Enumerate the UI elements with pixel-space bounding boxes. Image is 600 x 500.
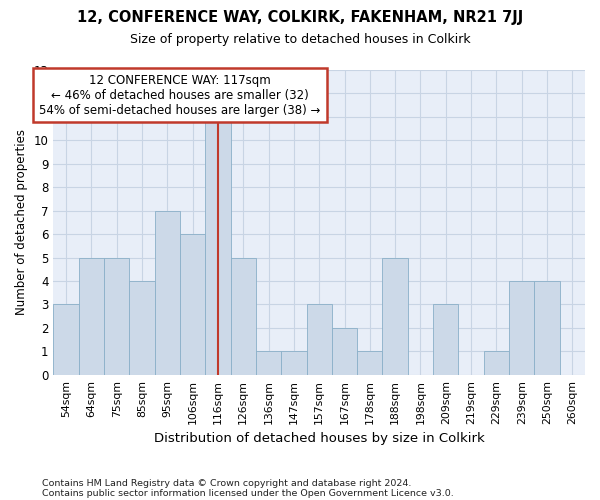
Bar [382,258,408,375]
Text: Contains HM Land Registry data © Crown copyright and database right 2024.: Contains HM Land Registry data © Crown c… [42,478,412,488]
Bar [104,258,130,375]
Bar [79,258,104,375]
Y-axis label: Number of detached properties: Number of detached properties [15,130,28,316]
Bar [205,117,230,375]
Text: 12 CONFERENCE WAY: 117sqm
← 46% of detached houses are smaller (32)
54% of semi-: 12 CONFERENCE WAY: 117sqm ← 46% of detac… [39,74,320,116]
Bar [53,304,79,375]
Bar [484,352,509,375]
X-axis label: Distribution of detached houses by size in Colkirk: Distribution of detached houses by size … [154,432,485,445]
Bar [281,352,307,375]
Bar [230,258,256,375]
Bar [180,234,205,375]
Bar [357,352,382,375]
Bar [535,281,560,375]
Text: Contains public sector information licensed under the Open Government Licence v3: Contains public sector information licen… [42,488,454,498]
Bar [155,210,180,375]
Bar [256,352,281,375]
Bar [509,281,535,375]
Bar [332,328,357,375]
Bar [307,304,332,375]
Text: Size of property relative to detached houses in Colkirk: Size of property relative to detached ho… [130,32,470,46]
Bar [433,304,458,375]
Text: 12, CONFERENCE WAY, COLKIRK, FAKENHAM, NR21 7JJ: 12, CONFERENCE WAY, COLKIRK, FAKENHAM, N… [77,10,523,25]
Bar [130,281,155,375]
